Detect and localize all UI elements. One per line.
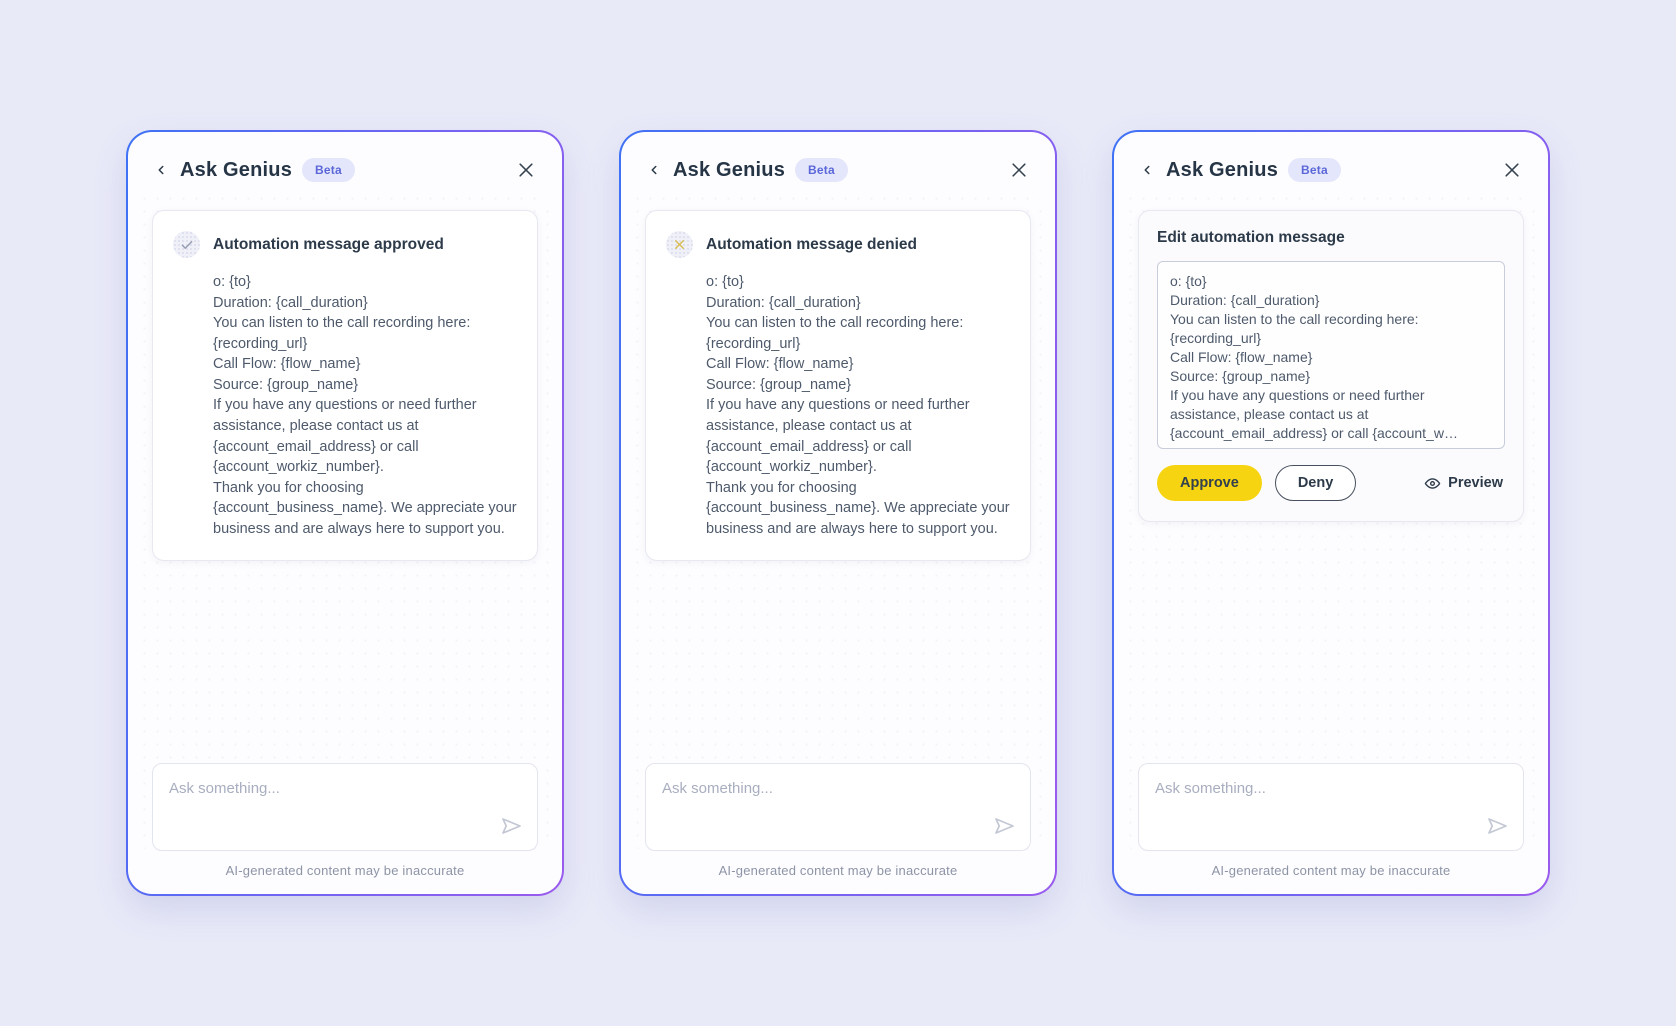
automation-message-card: Automation message denied o: {to} Durati… (645, 210, 1031, 561)
beta-badge: Beta (302, 158, 355, 182)
close-icon (1009, 160, 1029, 180)
ai-disclaimer: AI-generated content may be inaccurate (225, 863, 465, 878)
eye-icon (1424, 475, 1441, 492)
send-button[interactable] (497, 812, 525, 840)
ai-disclaimer: AI-generated content may be inaccurate (1211, 863, 1451, 878)
panel-header: Ask Genius Beta (645, 158, 1031, 182)
send-button[interactable] (1483, 812, 1511, 840)
composer (1138, 763, 1524, 851)
ask-input[interactable] (646, 764, 1030, 850)
message-body-text: o: {to} Duration: {call_duration} You ca… (213, 274, 517, 537)
close-button[interactable] (1007, 158, 1031, 182)
send-icon (499, 814, 523, 838)
back-button[interactable] (1138, 161, 1156, 179)
composer (645, 763, 1031, 851)
automation-message-card: Automation message approved o: {to} Dura… (152, 210, 538, 561)
panel-approved: Ask Genius Beta Automation message appro… (126, 130, 564, 896)
message-edit-textarea[interactable]: o: {to} Duration: {call_duration} You ca… (1157, 261, 1505, 449)
send-button[interactable] (990, 812, 1018, 840)
back-button[interactable] (152, 161, 170, 179)
panel-header: Ask Genius Beta (152, 158, 538, 182)
page-title: Ask Genius (180, 158, 293, 181)
close-icon (516, 160, 536, 180)
back-button[interactable] (645, 161, 663, 179)
deny-button[interactable]: Deny (1274, 465, 1357, 501)
composer (152, 763, 538, 851)
message-card-header: Automation message denied (666, 231, 1010, 258)
panel-header: Ask Genius Beta (1138, 158, 1524, 182)
edit-actions: Approve Deny Preview (1157, 465, 1505, 501)
close-button[interactable] (514, 158, 538, 182)
x-icon (666, 231, 693, 258)
check-icon (173, 231, 200, 258)
edit-card-title: Edit automation message (1157, 229, 1345, 246)
chevron-left-icon (154, 163, 168, 177)
composer-zone: AI-generated content may be inaccurate (152, 763, 538, 878)
close-icon (1502, 160, 1522, 180)
message-card-title: Automation message denied (706, 235, 918, 253)
beta-badge: Beta (795, 158, 848, 182)
ai-disclaimer: AI-generated content may be inaccurate (718, 863, 958, 878)
message-body-text: o: {to} Duration: {call_duration} You ca… (706, 274, 1010, 537)
panel-edit: Ask Genius Beta Edit automation message … (1112, 130, 1550, 896)
preview-button[interactable]: Preview (1422, 471, 1505, 496)
close-button[interactable] (1500, 158, 1524, 182)
composer-zone: AI-generated content may be inaccurate (1138, 763, 1524, 878)
approve-button[interactable]: Approve (1157, 465, 1262, 501)
chevron-left-icon (1140, 163, 1154, 177)
panel-denied: Ask Genius Beta Automation message denie… (619, 130, 1057, 896)
composer-zone: AI-generated content may be inaccurate (645, 763, 1031, 878)
page-title: Ask Genius (673, 158, 786, 181)
send-icon (1485, 814, 1509, 838)
message-card-header: Automation message approved (173, 231, 517, 258)
page-title: Ask Genius (1166, 158, 1279, 181)
beta-badge: Beta (1288, 158, 1341, 182)
ask-input[interactable] (153, 764, 537, 850)
send-icon (992, 814, 1016, 838)
message-card-title: Automation message approved (213, 235, 444, 253)
chevron-left-icon (647, 163, 661, 177)
ask-input[interactable] (1139, 764, 1523, 850)
edit-automation-card: Edit automation message o: {to} Duration… (1138, 210, 1524, 522)
preview-label: Preview (1448, 475, 1503, 491)
